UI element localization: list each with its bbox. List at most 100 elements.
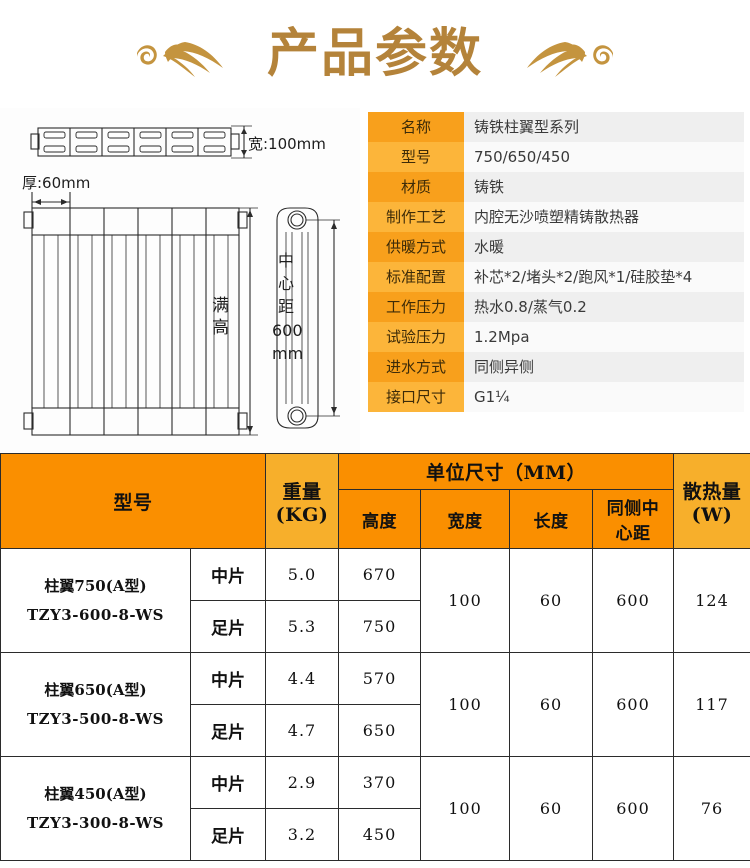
spec-row: 进水方式 同侧异侧 bbox=[368, 352, 744, 382]
spec-table: 名称 铸铁柱翼型系列 型号 750/650/450 材质 铸铁 制作工艺 内腔无… bbox=[368, 112, 744, 412]
cell-weight: 3.2 bbox=[265, 808, 340, 861]
spec-row: 试验压力 1.2Mpa bbox=[368, 322, 744, 352]
header-center-distance-line2: 心距 bbox=[615, 524, 651, 544]
cell-center-distance: 600 bbox=[592, 548, 675, 653]
header-unit-size: 单位尺寸（MM） bbox=[338, 453, 675, 490]
svg-text:距: 距 bbox=[278, 297, 294, 316]
upper-section: 宽:100mm 厚:60mm 满 高 中 心 距 600 mm 名称 bbox=[0, 108, 750, 453]
technical-drawing: 宽:100mm 厚:60mm 满 高 中 心 距 600 mm bbox=[0, 108, 360, 453]
cell-center-distance: 600 bbox=[592, 652, 675, 757]
header-weight-line1: 重量 bbox=[282, 480, 322, 503]
spec-value: 铸铁 bbox=[464, 172, 744, 202]
header-width: 宽度 bbox=[420, 489, 511, 549]
header-heat-output-line2: (W) bbox=[691, 503, 733, 526]
cell-weight: 5.3 bbox=[265, 600, 340, 653]
cell-model-name: 柱翼750(A型) TZY3-600-8-WS bbox=[0, 548, 191, 653]
cell-width: 100 bbox=[420, 548, 511, 653]
cell-length: 60 bbox=[509, 652, 594, 757]
spec-value: 1.2Mpa bbox=[464, 322, 744, 352]
full-height-label: 满 bbox=[212, 296, 229, 316]
model-cn: 柱翼750(A型) bbox=[44, 577, 147, 595]
svg-text:心: 心 bbox=[278, 274, 294, 293]
spec-value: G1¼ bbox=[464, 382, 744, 412]
spec-value: 水暖 bbox=[464, 232, 744, 262]
spec-label: 标准配置 bbox=[368, 262, 464, 292]
front-view-drawing bbox=[23, 207, 248, 436]
cell-length: 60 bbox=[509, 756, 594, 861]
cell-model-name: 柱翼650(A型) TZY3-500-8-WS bbox=[0, 652, 191, 757]
cell-part-type: 足片 bbox=[189, 704, 267, 757]
header-center-distance-line1: 同侧中 bbox=[606, 499, 660, 519]
table-row: 足片 3.2 450 bbox=[1, 808, 750, 861]
thickness-dimension bbox=[31, 192, 71, 208]
header-heat-output-line1: 散热量 bbox=[682, 480, 742, 503]
header-length: 长度 bbox=[509, 489, 594, 549]
cell-model-name: 柱翼450(A型) TZY3-300-8-WS bbox=[0, 756, 191, 861]
cell-width: 100 bbox=[420, 652, 511, 757]
header-heat-output: 散热量 (W) bbox=[673, 453, 750, 549]
ornament-flourish-icon bbox=[527, 42, 613, 77]
spec-row: 材质 铸铁 bbox=[368, 172, 744, 202]
header-model: 型号 bbox=[0, 453, 267, 549]
spec-label: 进水方式 bbox=[368, 352, 464, 382]
top-view-drawing bbox=[30, 125, 252, 159]
cell-part-type: 中片 bbox=[189, 756, 267, 809]
width-label: 宽:100mm bbox=[248, 135, 326, 153]
table-header-row-1: 型号 重量 (KG) 单位尺寸（MM） 散热量 (W) bbox=[0, 453, 750, 549]
spec-table-wrapper: 名称 铸铁柱翼型系列 型号 750/650/450 材质 铸铁 制作工艺 内腔无… bbox=[360, 108, 750, 453]
spec-row: 型号 750/650/450 bbox=[368, 142, 744, 172]
page-header: 产品参数 bbox=[0, 0, 750, 108]
cell-center-distance: 600 bbox=[592, 756, 675, 861]
full-height-dimension bbox=[239, 207, 258, 436]
table-row: 柱翼650(A型) TZY3-500-8-WS 中片 4.4 570 100 6… bbox=[0, 652, 750, 757]
spec-value: 铸铁柱翼型系列 bbox=[464, 112, 744, 142]
spec-label: 供暖方式 bbox=[368, 232, 464, 262]
cell-heat-output: 76 bbox=[673, 756, 750, 861]
spec-value: 补芯*2/堵头*2/跑风*1/硅胶垫*4 bbox=[464, 262, 744, 292]
spec-label: 工作压力 bbox=[368, 292, 464, 322]
svg-text:中: 中 bbox=[278, 251, 294, 270]
header-weight-line2: (KG) bbox=[275, 503, 329, 526]
thickness-label: 厚:60mm bbox=[22, 174, 90, 192]
center-distance-dimension bbox=[306, 219, 340, 417]
spec-row: 名称 铸铁柱翼型系列 bbox=[368, 112, 744, 142]
table-row: 柱翼450(A型) TZY3-300-8-WS 中片 2.9 370 100 6… bbox=[0, 756, 750, 861]
spec-row: 工作压力 热水0.8/蒸气0.2 bbox=[368, 292, 744, 322]
cell-height: 750 bbox=[338, 600, 422, 653]
model-data-table-wrapper: 型号 重量 (KG) 单位尺寸（MM） 散热量 (W) 高度 宽度 长度 bbox=[0, 453, 750, 861]
spec-label: 型号 bbox=[368, 142, 464, 172]
cell-height: 450 bbox=[338, 808, 422, 861]
spec-row: 制作工艺 内腔无沙喷塑精铸散热器 bbox=[368, 202, 744, 232]
svg-text:600: 600 bbox=[272, 321, 303, 340]
cell-length: 60 bbox=[509, 548, 594, 653]
spec-value: 热水0.8/蒸气0.2 bbox=[464, 292, 744, 322]
radiator-dimension-diagram: 宽:100mm 厚:60mm 满 高 中 心 距 600 mm bbox=[22, 125, 340, 436]
model-cn: 柱翼650(A型) bbox=[44, 681, 147, 699]
table-row: 柱翼750(A型) TZY3-600-8-WS 中片 5.0 670 100 6… bbox=[0, 548, 750, 653]
spec-row: 标准配置 补芯*2/堵头*2/跑风*1/硅胶垫*4 bbox=[368, 262, 744, 292]
header-center-distance: 同侧中 心距 bbox=[592, 489, 675, 549]
cell-weight: 5.0 bbox=[265, 548, 340, 601]
cell-part-type: 中片 bbox=[189, 548, 267, 601]
cell-height: 570 bbox=[338, 652, 422, 705]
cell-part-type: 足片 bbox=[189, 600, 267, 653]
table-row: 足片 4.7 650 bbox=[1, 704, 750, 757]
svg-text:mm: mm bbox=[272, 344, 303, 363]
cell-part-type: 足片 bbox=[189, 808, 267, 861]
model-code: TZY3-600-8-WS bbox=[26, 605, 165, 624]
page-title: 产品参数 bbox=[266, 24, 483, 84]
center-distance-label: 中 心 距 600 mm bbox=[272, 251, 303, 363]
header-height: 高度 bbox=[338, 489, 422, 549]
side-view-drawing bbox=[276, 207, 319, 429]
model-code: TZY3-300-8-WS bbox=[26, 813, 165, 832]
cell-height: 650 bbox=[338, 704, 422, 757]
cell-height: 370 bbox=[338, 756, 422, 809]
model-data-table: 型号 重量 (KG) 单位尺寸（MM） 散热量 (W) 高度 宽度 长度 bbox=[0, 453, 750, 861]
cell-height: 670 bbox=[338, 548, 422, 601]
spec-value: 同侧异侧 bbox=[464, 352, 744, 382]
spec-label: 材质 bbox=[368, 172, 464, 202]
cell-heat-output: 124 bbox=[673, 548, 750, 653]
spec-label: 接口尺寸 bbox=[368, 382, 464, 412]
full-height-label-2: 高 bbox=[212, 318, 229, 338]
